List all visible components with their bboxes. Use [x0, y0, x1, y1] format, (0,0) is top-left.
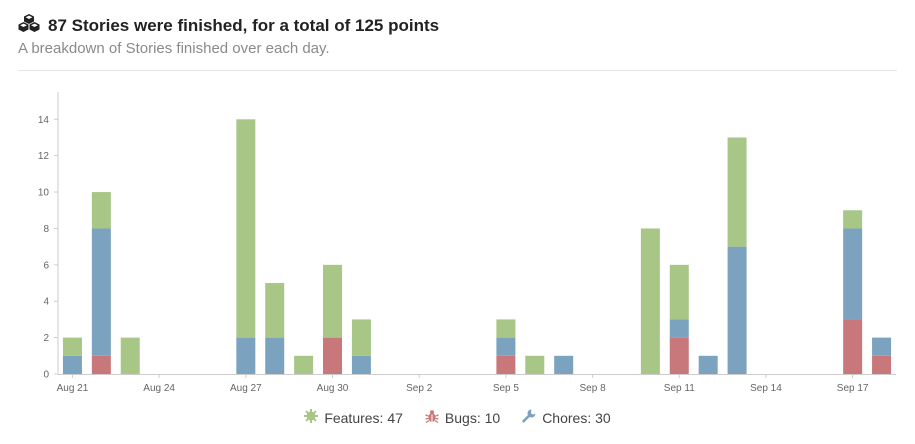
bar-features: [496, 319, 516, 338]
x-tick-label: Aug 24: [143, 383, 175, 394]
x-tick-label: Aug 30: [317, 383, 349, 394]
bar-features: [294, 355, 314, 374]
bar-chores: [496, 337, 516, 356]
bar-features: [669, 264, 689, 320]
bar-bugs: [323, 337, 343, 374]
bar-features: [265, 283, 285, 338]
title-row: 87 Stories were finished, for a total of…: [18, 14, 897, 37]
bar-features: [323, 264, 343, 338]
bar-chores: [62, 355, 82, 374]
y-tick-label: 4: [43, 297, 49, 308]
bar-chores: [872, 337, 892, 356]
legend-item-bugs[interactable]: Bugs: 10: [425, 409, 500, 426]
x-tick-label: Sep 11: [664, 383, 695, 394]
bar-chores: [727, 246, 747, 374]
bar-chores: [698, 355, 718, 374]
y-tick-label: 0: [43, 370, 49, 381]
legend-item-features[interactable]: Features: 47: [304, 409, 403, 426]
bar-chores: [91, 228, 111, 356]
bar-features: [91, 192, 111, 229]
y-tick-label: 8: [43, 224, 49, 235]
wrench-icon: [522, 409, 536, 426]
x-tick-label: Sep 2: [406, 383, 433, 394]
cubes-icon: [18, 14, 40, 37]
bar-features: [525, 355, 545, 374]
x-tick-label: Sep 14: [750, 383, 782, 394]
x-tick-label: Sep 8: [580, 383, 607, 394]
x-tick-label: Aug 27: [230, 383, 262, 394]
bar-features: [62, 337, 82, 356]
chart-header: 87 Stories were finished, for a total of…: [18, 14, 897, 57]
y-tick-label: 14: [38, 115, 50, 126]
bar-chores: [265, 337, 285, 374]
legend-features-label: Features: 47: [324, 409, 403, 426]
y-tick-label: 12: [38, 151, 50, 162]
bar-chores: [236, 337, 256, 374]
bar-bugs: [91, 355, 111, 374]
y-tick-label: 6: [43, 260, 49, 271]
legend-chores-label: Chores: 30: [542, 409, 611, 426]
x-tick-label: Sep 5: [493, 383, 520, 394]
legend-item-chores[interactable]: Chores: 30: [522, 409, 611, 426]
bar-chores: [554, 355, 574, 374]
bar-bugs: [843, 319, 863, 374]
header-divider: [18, 70, 897, 71]
bar-chores: [669, 319, 689, 338]
bar-chores: [843, 228, 863, 320]
bar-chores: [351, 355, 371, 374]
bar-bugs: [669, 337, 689, 374]
features-icon: [304, 409, 319, 426]
bar-features: [727, 137, 747, 247]
legend-bugs-label: Bugs: 10: [444, 409, 501, 426]
x-tick-label: Aug 21: [57, 383, 89, 394]
bar-bugs: [872, 355, 892, 374]
y-tick-label: 2: [43, 333, 49, 344]
bar-features: [120, 337, 140, 374]
bar-bugs: [496, 355, 516, 374]
chart-title: 87 Stories were finished, for a total of…: [48, 15, 440, 35]
chart-legend: Features: 47 Bugs: 10: [0, 409, 915, 426]
bar-features: [236, 119, 256, 338]
bug-icon: [425, 409, 439, 426]
bar-features: [640, 228, 660, 374]
x-tick-label: Sep 17: [837, 383, 869, 394]
chart-subtitle: A breakdown of Stories finished over eac…: [18, 40, 330, 57]
bar-features: [843, 210, 863, 229]
bar-features: [351, 319, 371, 356]
y-tick-label: 10: [38, 188, 50, 199]
